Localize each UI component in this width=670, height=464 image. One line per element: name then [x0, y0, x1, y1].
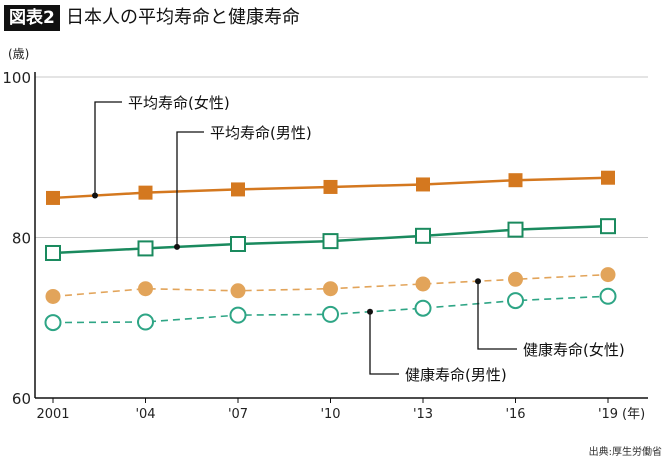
data-point-circle — [230, 283, 246, 299]
data-point-open-circle — [507, 292, 524, 310]
x-tick-label: '13 — [413, 407, 433, 422]
annotation-dot — [92, 192, 98, 199]
y-tick-label: 100 — [2, 69, 31, 87]
data-point-square — [46, 190, 60, 205]
data-point-circle — [323, 281, 338, 297]
annotation-label: 健康寿命(女性) — [523, 341, 625, 359]
x-tick-label: 2001 — [36, 407, 69, 422]
annotation-label: 平均寿命(女性) — [128, 94, 230, 112]
data-point-open-square — [137, 240, 154, 257]
annotation-label: 健康寿命(男性) — [405, 366, 507, 384]
data-point-square — [508, 173, 523, 188]
annotation-dot — [475, 278, 481, 285]
data-point-square — [323, 179, 338, 194]
data-point-open-square — [322, 233, 339, 250]
x-tick-label: '16 — [505, 407, 525, 422]
annotation-leader — [477, 281, 517, 350]
x-tick-label: '07 — [228, 407, 248, 422]
data-point-open-square — [415, 227, 431, 244]
data-point-open-circle — [137, 313, 154, 331]
data-point-open-square — [507, 221, 524, 238]
data-point-circle — [415, 276, 431, 292]
x-tick-label: '04 — [135, 407, 155, 422]
data-point-open-circle — [599, 287, 617, 305]
data-point-square — [138, 185, 153, 200]
y-tick-label: 60 — [12, 390, 31, 408]
figure-number-badge: 図表2 — [4, 5, 60, 31]
data-point-circle — [45, 288, 61, 304]
data-point-square — [231, 182, 245, 197]
data-point-open-square — [600, 218, 616, 235]
data-point-open-square — [45, 244, 61, 261]
annotation-dot — [174, 243, 180, 250]
y-axis-unit: (歳) — [8, 47, 29, 61]
annotation-leader — [369, 311, 399, 375]
data-point-open-circle — [414, 299, 432, 317]
data-point-open-square — [230, 236, 246, 253]
annotation-leader — [176, 131, 204, 247]
x-tick-label: '19 — [598, 407, 618, 422]
data-point-square — [601, 170, 615, 185]
data-point-circle — [138, 281, 153, 297]
annotation-label: 平均寿命(男性) — [210, 124, 312, 142]
data-point-circle — [508, 271, 523, 287]
source-note: 出典:厚生労働省 — [588, 447, 662, 458]
data-point-square — [416, 177, 430, 192]
data-point-circle — [600, 267, 616, 283]
annotation-leader — [94, 101, 122, 196]
data-point-open-circle — [322, 305, 339, 323]
data-point-open-circle — [229, 306, 247, 324]
data-point-open-circle — [44, 314, 62, 332]
y-tick-label: 80 — [12, 230, 31, 248]
annotation-dot — [367, 308, 373, 315]
x-tick-label: '10 — [320, 407, 340, 422]
chart-title: 日本人の平均寿命と健康寿命 — [66, 7, 300, 28]
x-axis-unit: (年) — [622, 407, 645, 422]
